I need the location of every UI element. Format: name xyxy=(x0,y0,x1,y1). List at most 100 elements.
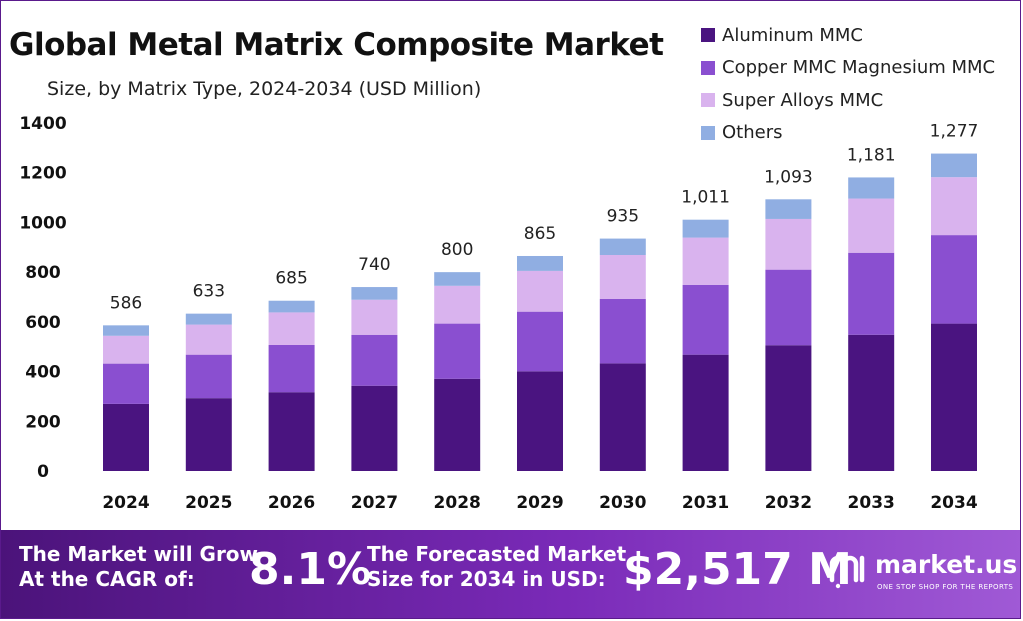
legend-item-super-alloys: Super Alloys MMC xyxy=(701,84,995,117)
y-tick-label-400: 400 xyxy=(25,363,61,383)
stacked-bar-chart: 0 200 400 600 800 1000 1200 1400 586 2024 633 2025 6… xyxy=(19,114,979,513)
bar-segment-2027-copper-mmc-magnesium-mmc xyxy=(351,334,398,386)
cagr-text: The Market will Grow At the CAGR of: xyxy=(19,542,259,591)
total-label-2031: 1,011 xyxy=(681,188,730,208)
bar-segment-2034-copper-mmc-magnesium-mmc xyxy=(931,235,977,324)
bar-segment-2034-others xyxy=(931,153,977,178)
legend-swatch-copper-magnesium xyxy=(701,60,715,75)
total-label-2033: 1,181 xyxy=(847,145,896,165)
total-label-2030: 935 xyxy=(607,207,639,227)
bar-segment-2027-others xyxy=(351,287,398,300)
legend: Aluminum MMC Copper MMC Magnesium MMC Su… xyxy=(701,19,995,149)
total-label-2025: 633 xyxy=(193,282,225,302)
bar-segment-2024-super-alloys-mmc xyxy=(103,335,149,364)
legend-label-copper-magnesium: Copper MMC Magnesium MMC xyxy=(722,57,996,79)
bar-segment-2025-super-alloys-mmc xyxy=(185,324,232,355)
bar-segment-2029-copper-mmc-magnesium-mmc xyxy=(517,311,563,372)
bar-segment-2033-aluminum-mmc xyxy=(848,334,895,471)
bar-segment-2030-others xyxy=(599,238,646,255)
total-label-2027: 740 xyxy=(358,255,390,275)
y-tick-label-1400: 1400 xyxy=(19,114,66,134)
bar-segment-2025-others xyxy=(185,313,232,325)
bar-segment-2029-super-alloys-mmc xyxy=(517,270,563,312)
bar-segment-2031-super-alloys-mmc xyxy=(682,237,729,285)
bar-segment-2027-aluminum-mmc xyxy=(351,385,398,471)
legend-item-copper-magnesium: Copper MMC Magnesium MMC xyxy=(701,52,995,85)
bar-segment-2034-super-alloys-mmc xyxy=(931,177,977,236)
bar-segment-2028-super-alloys-mmc xyxy=(434,285,481,324)
legend-label-others: Others xyxy=(722,122,783,144)
x-tick-label-2027: 2027 xyxy=(351,493,398,513)
x-tick-label-2032: 2032 xyxy=(765,493,812,513)
legend-swatch-aluminum xyxy=(701,28,715,43)
total-label-2026: 685 xyxy=(275,269,307,289)
bar-segment-2030-aluminum-mmc xyxy=(599,363,646,471)
x-tick-label-2026: 2026 xyxy=(268,493,315,513)
legend-item-others: Others xyxy=(701,117,995,150)
y-tick-label-1000: 1000 xyxy=(19,213,66,233)
bar-segment-2024-aluminum-mmc xyxy=(103,403,149,471)
bar-segment-2027-super-alloys-mmc xyxy=(351,299,398,335)
legend-label-super-alloys: Super Alloys MMC xyxy=(722,89,884,111)
bar-segment-2031-copper-mmc-magnesium-mmc xyxy=(682,284,729,355)
bar-segment-2028-aluminum-mmc xyxy=(434,378,481,471)
bar-segment-2032-copper-mmc-magnesium-mmc xyxy=(765,269,812,346)
brand-tagline: ONE STOP SHOP FOR THE REPORTS xyxy=(877,583,1014,591)
bar-segment-2029-aluminum-mmc xyxy=(517,371,563,471)
bar-segment-2024-copper-mmc-magnesium-mmc xyxy=(103,363,149,404)
bar-segment-2024-others xyxy=(103,325,149,336)
bar-segment-2025-aluminum-mmc xyxy=(185,398,232,471)
brand-name: market.us xyxy=(875,550,1018,579)
total-label-2024: 586 xyxy=(110,293,142,313)
legend-swatch-super-alloys xyxy=(701,93,715,108)
bar-segment-2028-copper-mmc-magnesium-mmc xyxy=(434,323,481,379)
footer-banner: The Market will Grow At the CAGR of: 8.1… xyxy=(1,530,1020,618)
legend-item-aluminum: Aluminum MMC xyxy=(701,19,995,52)
bar-segment-2026-others xyxy=(268,300,315,313)
bar-segment-2029-others xyxy=(517,255,563,271)
cagr-value: 8.1% xyxy=(249,544,372,595)
chart-title: Global Metal Matrix Composite Market xyxy=(9,27,664,63)
y-tick-label-1200: 1200 xyxy=(19,164,66,184)
brand-logo: market.us ONE STOP SHOP FOR THE REPORTS xyxy=(829,550,1019,610)
forecast-value: $2,517 M xyxy=(623,544,852,595)
chart-subtitle: Size, by Matrix Type, 2024-2034 (USD Mil… xyxy=(47,78,482,100)
y-tick-label-200: 200 xyxy=(25,412,61,432)
bar-segment-2033-copper-mmc-magnesium-mmc xyxy=(848,252,895,335)
y-tick-label-600: 600 xyxy=(25,313,61,333)
bar-segment-2030-copper-mmc-magnesium-mmc xyxy=(599,298,646,364)
x-tick-label-2034: 2034 xyxy=(930,493,977,513)
total-label-2029: 865 xyxy=(524,224,556,244)
bar-segment-2026-aluminum-mmc xyxy=(268,392,315,471)
bar-segment-2026-super-alloys-mmc xyxy=(268,312,315,345)
x-tick-label-2031: 2031 xyxy=(682,493,729,513)
bar-segment-2031-others xyxy=(682,219,729,238)
bar-segment-2026-copper-mmc-magnesium-mmc xyxy=(268,344,315,393)
bar-segment-2031-aluminum-mmc xyxy=(682,354,729,471)
market-us-logo-icon xyxy=(829,555,865,589)
bar-segment-2033-super-alloys-mmc xyxy=(848,198,895,253)
x-tick-label-2025: 2025 xyxy=(185,493,232,513)
bar-segment-2033-others xyxy=(848,177,895,199)
bar-segment-2032-others xyxy=(765,199,812,219)
x-tick-label-2033: 2033 xyxy=(848,493,895,513)
forecast-text: The Forecasted Market Size for 2034 in U… xyxy=(367,542,627,591)
legend-swatch-others xyxy=(701,125,715,140)
total-label-2032: 1,093 xyxy=(764,167,813,187)
x-tick-label-2028: 2028 xyxy=(434,493,481,513)
legend-label-aluminum: Aluminum MMC xyxy=(722,24,863,46)
total-label-2034: 1,277 xyxy=(930,122,979,142)
x-tick-label-2030: 2030 xyxy=(599,493,646,513)
bar-segment-2032-aluminum-mmc xyxy=(765,345,812,471)
total-label-2028: 800 xyxy=(441,240,473,260)
bar-segment-2030-super-alloys-mmc xyxy=(599,254,646,299)
bar-segment-2034-aluminum-mmc xyxy=(931,323,977,471)
bar-segment-2028-others xyxy=(434,272,481,286)
bar-segment-2025-copper-mmc-magnesium-mmc xyxy=(185,354,232,399)
y-tick-label-800: 800 xyxy=(25,263,61,283)
x-tick-label-2024: 2024 xyxy=(102,493,149,513)
bar-segment-2032-super-alloys-mmc xyxy=(765,218,812,270)
y-tick-label-0: 0 xyxy=(37,462,49,482)
x-tick-label-2029: 2029 xyxy=(516,493,563,513)
